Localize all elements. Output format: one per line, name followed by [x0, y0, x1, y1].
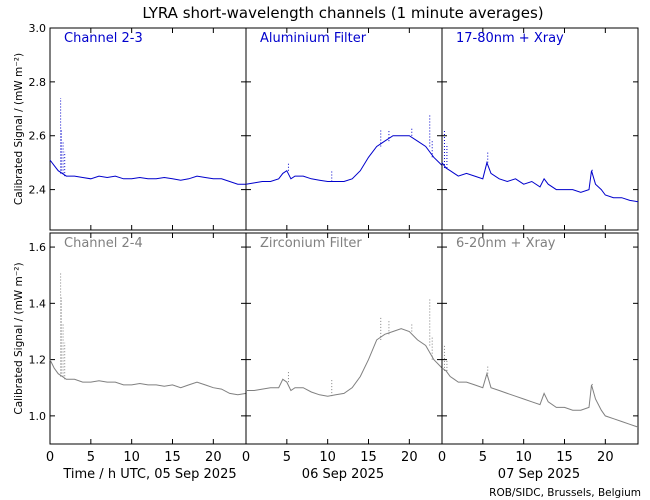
y-axis-label-row-1: Calibrated Signal / (mW m⁻²) — [13, 53, 25, 205]
panel-frame — [245, 232, 443, 445]
x-tick-label: 15 — [360, 450, 377, 465]
y-tick-label: 1.6 — [29, 241, 47, 254]
y-tick-label: 1.4 — [29, 297, 47, 310]
panel-1-3: 17-80nm + Xray — [441, 27, 639, 231]
panel-1-1: Channel 2-3 — [49, 27, 247, 231]
y-tick-label: 1.2 — [29, 354, 47, 367]
day-label-3: 07 Sep 2025 — [498, 467, 580, 482]
chart-title: LYRA short-wavelength channels (1 minute… — [142, 4, 543, 22]
panel-1-2: Aluminium Filter — [245, 27, 443, 231]
panel-frame — [441, 27, 639, 231]
panel-2-3: 6-20nm + Xray 0 5 10 15 20 — [438, 232, 639, 465]
series-line — [246, 328, 443, 397]
panel-frame — [441, 232, 639, 445]
y-tick-label: 2.4 — [29, 184, 47, 197]
panel-2-1: Channel 2-4 0 5 10 15 20 — [46, 232, 247, 465]
panel-frame — [49, 232, 247, 445]
day-label-2: 06 Sep 2025 — [302, 467, 384, 482]
x-tick-label: 20 — [401, 450, 418, 465]
x-tick-label: 0 — [242, 450, 250, 465]
x-tick-label: 5 — [87, 450, 95, 465]
x-axis-label: Time / h UTC, 05 Sep 2025 — [62, 467, 236, 482]
series-line — [49, 359, 247, 396]
x-tick-label: 15 — [556, 450, 573, 465]
series-line — [49, 159, 246, 185]
x-tick-label: 10 — [319, 450, 336, 465]
panel-name: Channel 2-3 — [64, 31, 143, 46]
x-tick-label: 0 — [46, 450, 54, 465]
series-line — [441, 367, 639, 428]
panel-name: 17-80nm + Xray — [456, 31, 564, 46]
credit-label: ROB/SIDC, Brussels, Belgium — [489, 487, 641, 499]
series-line — [245, 135, 443, 185]
panel-name: Channel 2-4 — [64, 236, 143, 251]
x-tick-label: 15 — [164, 450, 181, 465]
panel-name: 6-20nm + Xray — [456, 236, 556, 251]
panel-name: Zirconium Filter — [260, 236, 362, 251]
y-tick-label: 1.0 — [29, 410, 47, 423]
x-tick-label: 5 — [283, 450, 291, 465]
y-tick-label: 2.8 — [29, 76, 47, 89]
x-tick-label: 20 — [205, 450, 222, 465]
plot-area: Calibrated Signal / (mW m⁻²) 2.4 2.6 2.8 3.0… — [13, 22, 639, 465]
series-line — [441, 161, 639, 203]
x-tick-label: 0 — [438, 450, 446, 465]
y-tick-label: 2.6 — [29, 130, 47, 143]
x-tick-label: 20 — [597, 450, 614, 465]
x-tick-label: 10 — [515, 450, 532, 465]
panel-frame — [245, 27, 443, 231]
y-tick-label: 3.0 — [29, 22, 47, 35]
panel-name: Aluminium Filter — [260, 31, 367, 46]
y-axis-label-row-2: Calibrated Signal / (mW m⁻²) — [13, 262, 25, 414]
x-tick-label: 5 — [479, 450, 487, 465]
panel-frame — [49, 27, 247, 231]
panel-2-2: Zirconium Filter 0 5 10 15 20 — [242, 232, 443, 465]
x-tick-label: 10 — [123, 450, 140, 465]
